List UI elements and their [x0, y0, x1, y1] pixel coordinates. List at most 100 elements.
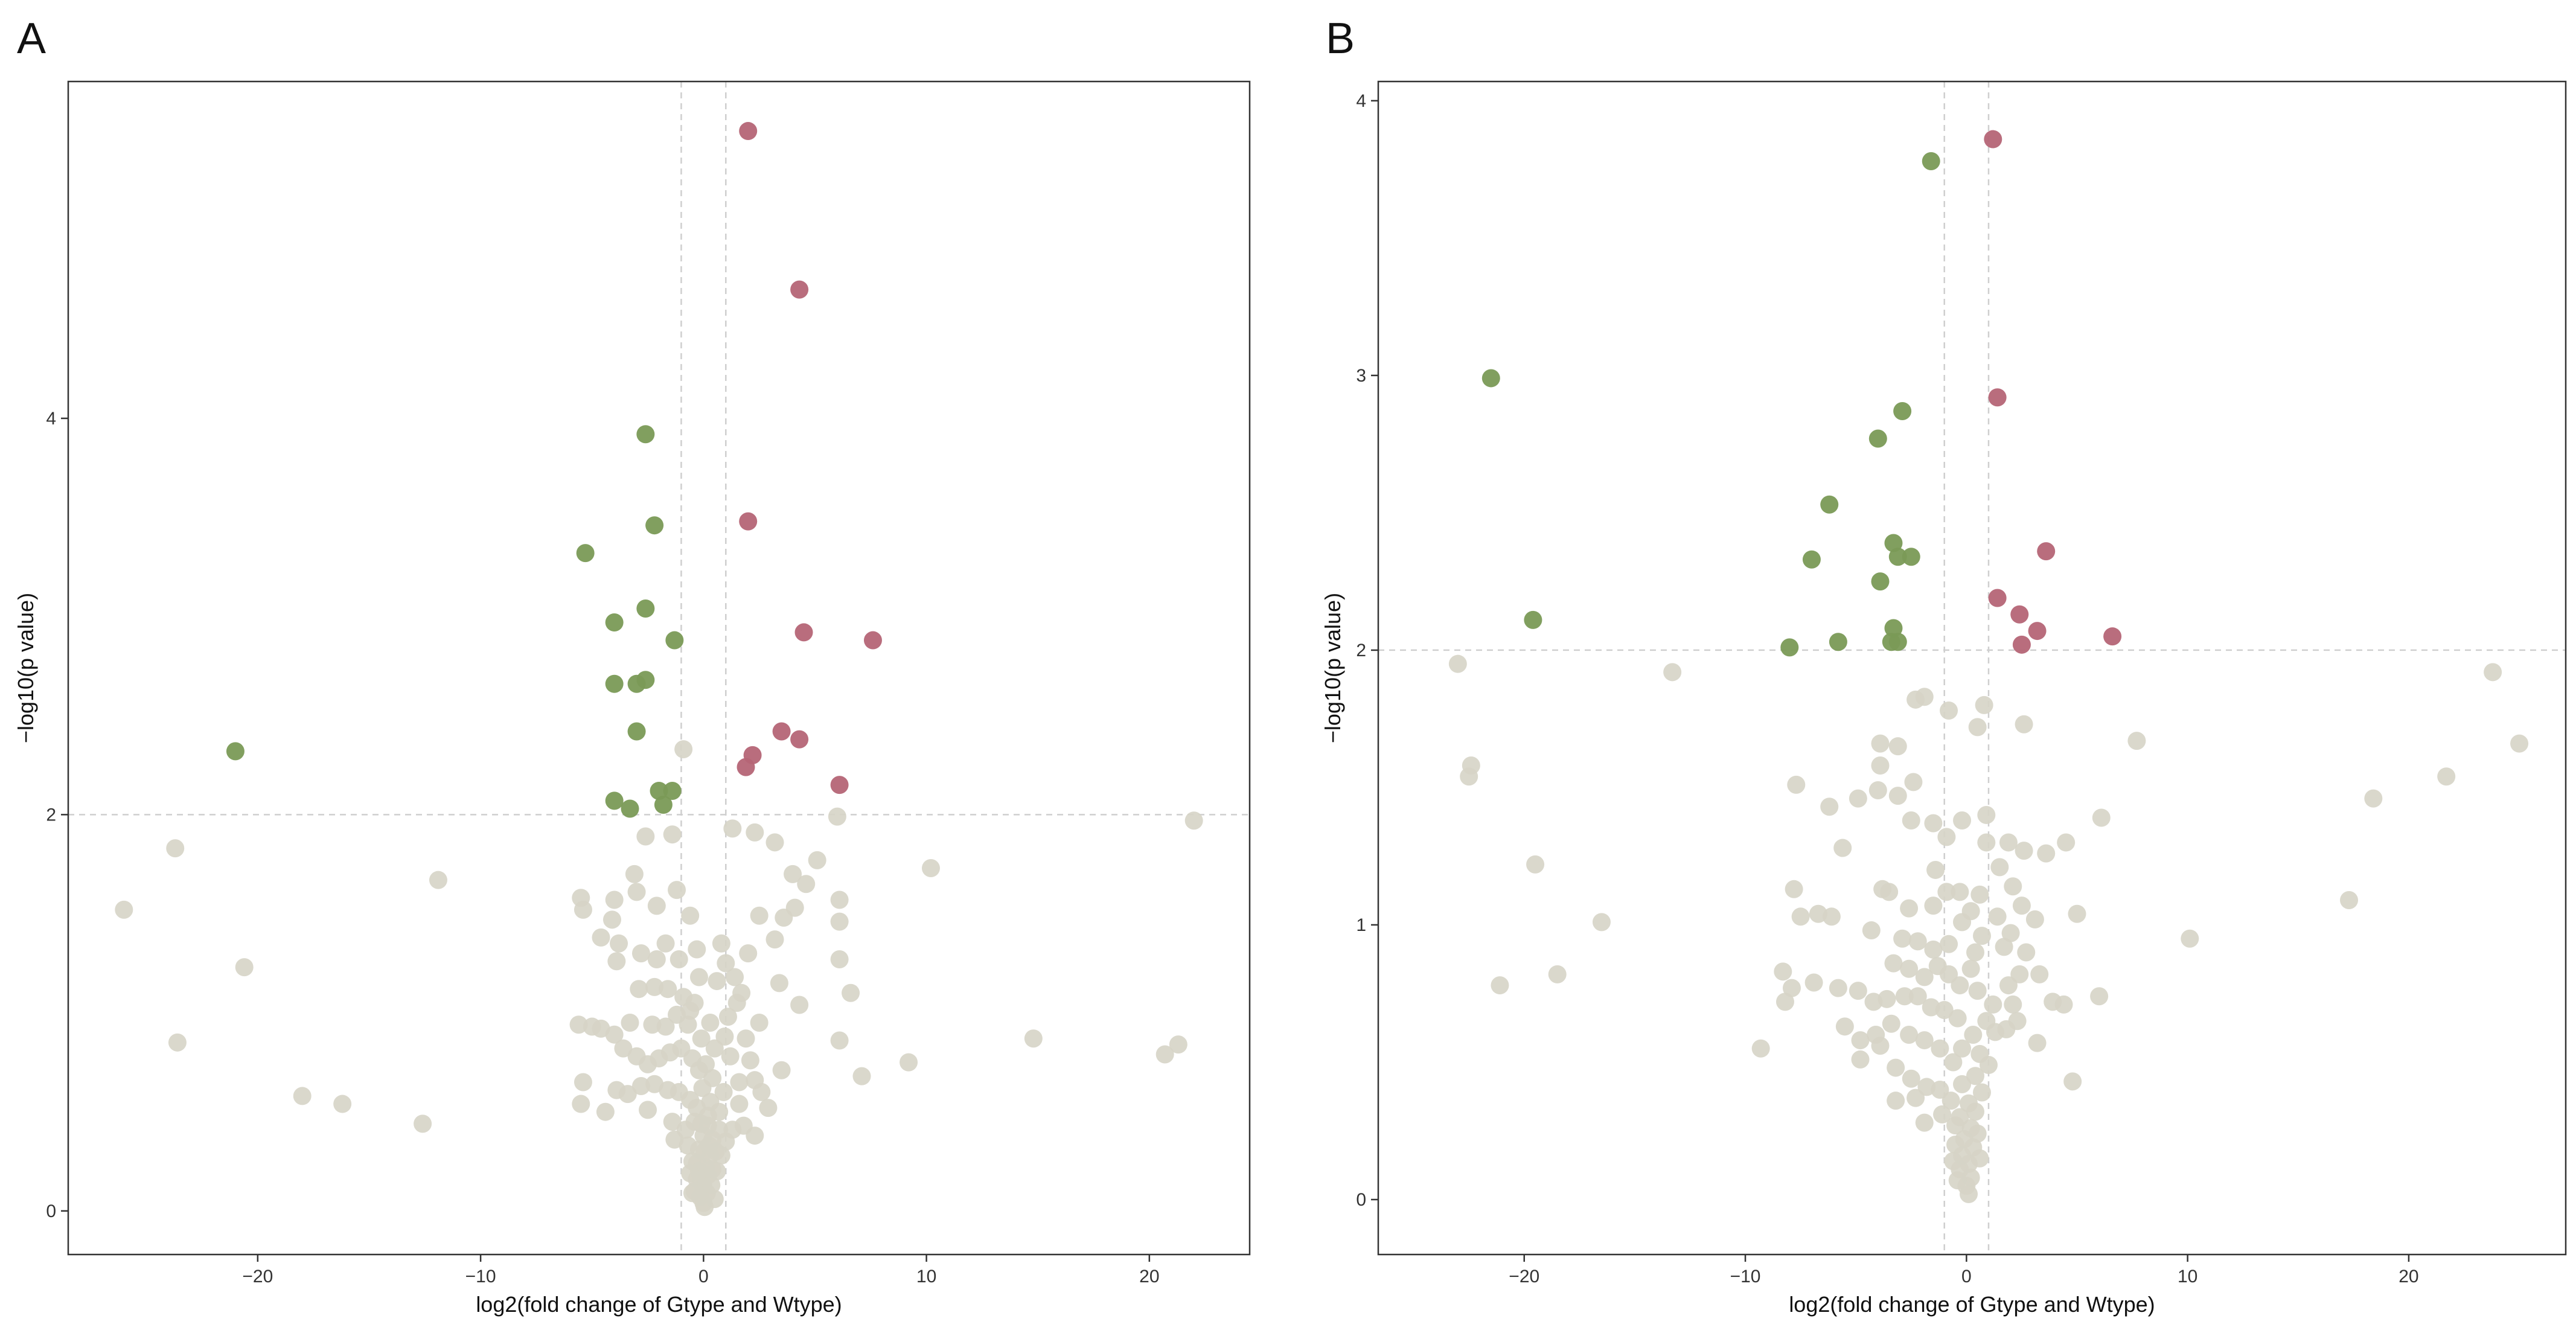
panel-b-point-ns — [1975, 695, 1993, 714]
panel-b-point-ns — [1942, 1092, 1960, 1110]
panel-a-point-ns — [574, 1073, 592, 1092]
panel-b-point-ns — [1966, 1067, 1984, 1085]
panel-a-point-ns — [688, 940, 706, 959]
panel-b-point-ns — [1915, 1031, 1934, 1050]
panel-b-point-ns — [2484, 663, 2502, 682]
panel-b-point-ns — [1935, 1001, 1954, 1020]
panel-a-point-ns — [708, 972, 726, 991]
panel-b-point-ns — [1820, 798, 1839, 816]
panel-b-x-tick-label: −20 — [1509, 1267, 1539, 1287]
panel-b-point-ns — [1995, 938, 2013, 956]
panel-b-point-down — [1481, 369, 1500, 388]
panel-a-point-ns — [692, 1114, 711, 1133]
panel-b-point-ns — [1774, 962, 1792, 981]
panel-b-point-ns — [1887, 1092, 1905, 1110]
panel-a-point-ns — [765, 833, 784, 852]
panel-a-point-ns — [726, 968, 744, 986]
panel-b-point-ns — [1999, 833, 2018, 852]
panel-a-point-down — [665, 631, 684, 650]
panel-a-point-ns — [235, 958, 254, 977]
panel-a-point-ns — [656, 934, 675, 953]
panel-a-point-down — [621, 799, 639, 818]
panel-b-point-ns — [1948, 1171, 1967, 1190]
panel-b-point-ns — [1961, 959, 1980, 978]
panel-b-point-ns — [2063, 1072, 2082, 1091]
panel-b-point-ns — [1833, 839, 1852, 857]
panel-a-point-ns — [115, 900, 133, 919]
panel-a-point-ns — [1169, 1035, 1187, 1054]
volcano-plot-a: −20 −10 0 10 20 0 2 4 log2(fold change of Gtype … — [13, 80, 1251, 1317]
panel-b-point-ns — [1900, 1025, 1919, 1044]
panel-a-point-ns — [605, 1025, 624, 1044]
panel-a-point-ns — [293, 1087, 312, 1105]
panel-a-point-down — [605, 791, 624, 810]
panel-b-point-ns — [1937, 828, 1956, 846]
panel-b-point-ns — [1940, 935, 1958, 953]
panel-a-point-ns — [723, 819, 742, 838]
panel-a-point-up — [790, 730, 809, 749]
panel-b-point-ns — [1948, 1009, 1967, 1028]
panel-a-point-ns — [734, 1116, 753, 1135]
panel-a-point-ns — [770, 974, 788, 993]
panel-b-point-ns — [1663, 663, 1682, 682]
panel-b-point-ns — [1849, 982, 1867, 1000]
panel-b-point-ns — [1951, 1108, 1969, 1127]
panel-a-point-ns — [702, 1176, 721, 1195]
panel-b-point-ns — [1966, 1102, 1984, 1121]
panel-b-point-ns — [1944, 1152, 1963, 1171]
panel-b-point-ns — [1548, 965, 1567, 983]
panel-label-b: B — [1326, 14, 1355, 63]
panel-a-point-ns — [602, 910, 621, 929]
panel-b-point-up — [1984, 130, 2002, 149]
panel-b-point-ns — [1999, 976, 2018, 995]
panel-b-point-ns — [2025, 910, 2044, 929]
panel-a-point-ns — [572, 1095, 590, 1113]
panel-a-point-ns — [705, 1039, 724, 1058]
panel-b-point-ns — [2015, 715, 2033, 734]
panel-b-point-down — [1829, 633, 1847, 651]
panel-b-point-down — [1884, 619, 1903, 638]
panel-b-point-down — [1802, 550, 1821, 569]
panel-b-point-up — [1988, 589, 2007, 607]
panel-a-point-ns — [772, 1061, 791, 1079]
panel-a-point-ns — [627, 883, 646, 901]
panel-b-point-ns — [1977, 833, 1996, 852]
panel-b-point-ns — [1868, 781, 1887, 799]
panel-b-point-ns — [1933, 1105, 1952, 1124]
panel-a-point-down — [605, 674, 624, 693]
panel-b-point-ns — [1968, 718, 1987, 737]
panel-b-point-ns — [1915, 688, 1934, 706]
panel-a-point-ns — [683, 1184, 702, 1203]
panel-b-point-ns — [2001, 924, 2020, 942]
panel-b-point-ns — [1960, 1184, 1978, 1203]
panel-b-point-ns — [1984, 995, 2002, 1014]
panel-b-point-ns — [1775, 993, 1794, 1011]
panel-b-point-ns — [2037, 844, 2056, 863]
panel-a-point-ns — [697, 1055, 715, 1073]
panel-a-point-ns — [429, 871, 447, 889]
panel-b-point-ns — [1782, 979, 1801, 997]
panel-b-point-ns — [1902, 1069, 1920, 1088]
panel-b-point-ns — [1888, 787, 1907, 805]
panel-a-x-tick-label: 20 — [1139, 1267, 1159, 1287]
panel-b-point-ns — [2010, 965, 2029, 983]
panel-b-point-up — [1988, 388, 2007, 407]
panel-b-point-ns — [1887, 1058, 1905, 1077]
panel-a-point-ns — [656, 1017, 675, 1036]
panel-a-point-up — [739, 512, 758, 531]
panel-b-point-ns — [1931, 1039, 1949, 1058]
panel-b-point-ns — [1871, 734, 1890, 753]
panel-b-point-ns — [1849, 789, 1867, 808]
panel-a-point-ns — [621, 1013, 639, 1032]
panel-b-y-tick-label: 0 — [1356, 1190, 1366, 1210]
panel-b-x-axis-title: log2(fold change of Gtype and Wtype) — [1789, 1292, 2155, 1317]
panel-a-point-ns — [693, 1079, 712, 1098]
panel-b-point-ns — [1851, 1031, 1870, 1050]
panel-a-point-ns — [1184, 811, 1203, 830]
panel-b-point-ns — [1871, 1037, 1890, 1055]
panel-b-x-tick-label: 0 — [1961, 1267, 1972, 1287]
panel-a-point-ns — [596, 1102, 615, 1121]
panel-a-point-down — [627, 722, 646, 741]
panel-a-point-ns — [900, 1053, 918, 1072]
